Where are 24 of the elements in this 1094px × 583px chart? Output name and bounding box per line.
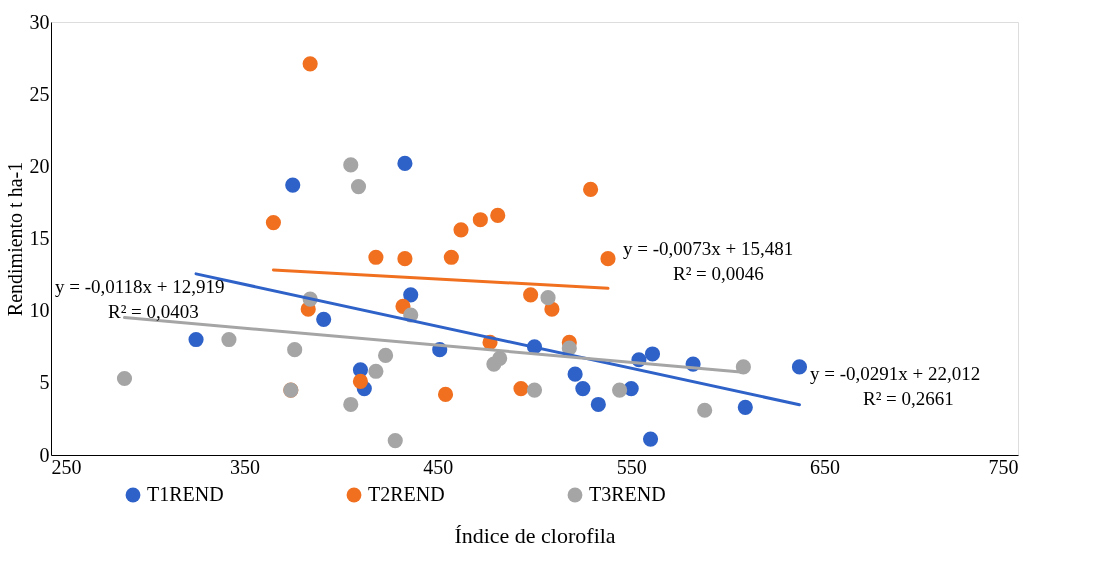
annotation: y = -0,0118x + 12,919 (55, 276, 225, 297)
x-tick-label: 450 (423, 455, 454, 478)
y-tick-label: 10 (29, 299, 50, 322)
x-tick-label: 550 (616, 455, 647, 478)
y-tick-label: 15 (29, 227, 50, 249)
x-axis-title: Índice de clorofila (454, 522, 616, 548)
y-axis-title: Rendimiento t ha-1 (3, 161, 26, 317)
x-tick-label: 650 (810, 455, 841, 478)
x-tick-label: 250 (51, 455, 82, 478)
y-tick-label: 20 (29, 154, 50, 177)
annotation: R² = 0,2661 (863, 388, 954, 409)
legend-label: T1REND (147, 483, 224, 505)
y-tick-label: 30 (29, 10, 50, 33)
annotation: R² = 0,0403 (108, 301, 199, 322)
y-tick-label: 5 (39, 371, 50, 394)
x-tick-label: 350 (229, 455, 260, 478)
x-tick-label: 750 (988, 455, 1019, 478)
legend-label: T3REND (589, 483, 666, 505)
y-tick-label: 25 (29, 82, 50, 105)
annotation: y = -0,0073x + 15,481 (623, 238, 794, 259)
y-tick-label: 0 (39, 443, 50, 466)
annotation: y = -0,0291x + 22,012 (810, 363, 981, 384)
legend-label: T2REND (368, 483, 445, 505)
annotation: R² = 0,0046 (673, 263, 764, 284)
